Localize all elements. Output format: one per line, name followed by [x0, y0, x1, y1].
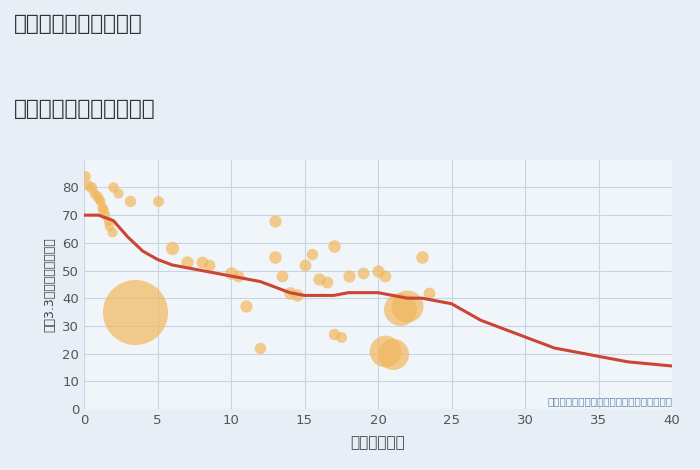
- Text: 三重県桑名市赤尾台の: 三重県桑名市赤尾台の: [14, 14, 143, 34]
- Point: [93, 195, 104, 202]
- Point: [203, 261, 214, 269]
- Point: [328, 330, 339, 338]
- Point: [379, 272, 391, 280]
- Point: [372, 267, 384, 274]
- Point: [89, 189, 100, 197]
- Point: [240, 303, 251, 310]
- Point: [83, 181, 94, 188]
- Point: [102, 217, 113, 225]
- Point: [106, 228, 118, 235]
- Point: [80, 172, 91, 180]
- Point: [424, 289, 435, 297]
- Point: [379, 347, 391, 354]
- Point: [321, 278, 332, 285]
- Point: [152, 197, 163, 205]
- Point: [358, 269, 369, 277]
- Point: [96, 203, 107, 211]
- Point: [255, 344, 266, 352]
- Point: [108, 184, 119, 191]
- Point: [167, 244, 178, 252]
- Point: [181, 258, 193, 266]
- Point: [196, 258, 207, 266]
- Point: [284, 289, 295, 297]
- Point: [328, 242, 339, 250]
- Point: [99, 212, 110, 219]
- Point: [94, 197, 106, 205]
- Point: [92, 192, 103, 200]
- Point: [343, 272, 354, 280]
- Point: [402, 303, 413, 310]
- Point: [225, 269, 237, 277]
- Point: [270, 217, 281, 225]
- Point: [395, 306, 406, 313]
- Y-axis label: 坪（3.3㎡）単価（万円）: 坪（3.3㎡）単価（万円）: [43, 237, 57, 332]
- Point: [336, 333, 347, 341]
- Point: [416, 253, 428, 260]
- Point: [130, 308, 141, 316]
- Point: [232, 272, 244, 280]
- Point: [299, 261, 310, 269]
- Text: 築年数別中古戸建て価格: 築年数別中古戸建て価格: [14, 99, 155, 119]
- Point: [112, 189, 123, 197]
- Point: [97, 206, 108, 213]
- Point: [277, 272, 288, 280]
- Point: [124, 197, 135, 205]
- Point: [104, 222, 115, 230]
- Point: [270, 253, 281, 260]
- Text: 円の大きさは、取引のあった物件面積を示す: 円の大きさは、取引のあった物件面積を示す: [547, 396, 672, 406]
- Point: [314, 275, 325, 282]
- Point: [387, 350, 398, 357]
- X-axis label: 築年数（年）: 築年数（年）: [351, 435, 405, 450]
- Point: [291, 292, 302, 299]
- Point: [85, 184, 97, 191]
- Point: [307, 250, 318, 258]
